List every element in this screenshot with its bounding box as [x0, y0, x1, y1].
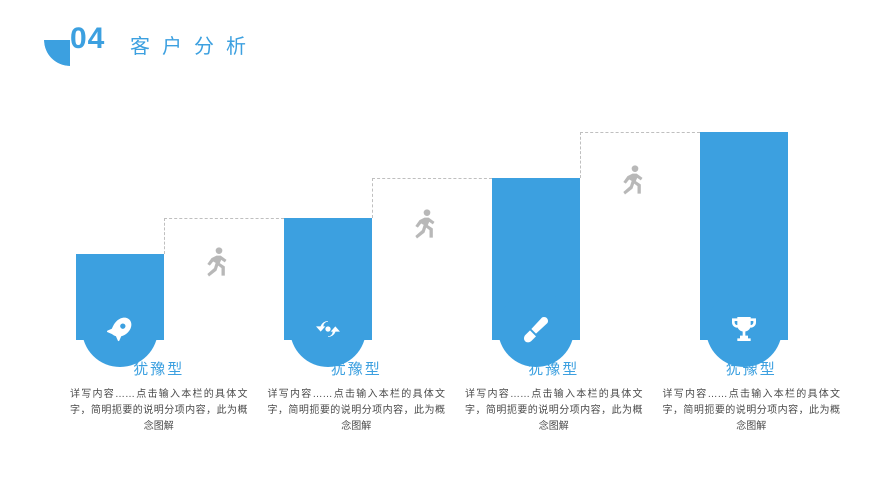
label-desc-3: 详写内容……点击输入本栏的具体文字，简明扼要的说明分项内容，此为概念图解 — [465, 387, 643, 435]
label-desc-2: 详写内容……点击输入本栏的具体文字，简明扼要的说明分项内容，此为概念图解 — [268, 387, 446, 435]
labels-row: 犹豫型详写内容……点击输入本栏的具体文字，简明扼要的说明分项内容，此为概念图解犹… — [60, 358, 850, 435]
brush-icon — [520, 313, 552, 345]
connector-vertical-1 — [164, 218, 165, 254]
connector-vertical-3 — [580, 132, 581, 178]
connector-vertical-2 — [372, 178, 373, 218]
label-column-2: 犹豫型详写内容……点击输入本栏的具体文字，简明扼要的说明分项内容，此为概念图解 — [258, 358, 456, 435]
label-column-1: 犹豫型详写内容……点击输入本栏的具体文字，简明扼要的说明分项内容，此为概念图解 — [60, 358, 258, 435]
section-title: 客户分析 — [130, 30, 258, 59]
step-chart — [66, 120, 836, 340]
runner-icon-1 — [194, 244, 234, 284]
rocket-icon — [104, 313, 136, 345]
label-title-4: 犹豫型 — [663, 358, 841, 379]
label-desc-4: 详写内容……点击输入本栏的具体文字，简明扼要的说明分项内容，此为概念图解 — [663, 387, 841, 435]
step-circle-1 — [82, 291, 158, 367]
label-title-1: 犹豫型 — [70, 358, 248, 379]
connector-horizontal-3 — [580, 132, 700, 133]
label-column-4: 犹豫型详写内容……点击输入本栏的具体文字，简明扼要的说明分项内容，此为概念图解 — [653, 358, 851, 435]
step-circle-3 — [498, 291, 574, 367]
step-circle-2 — [290, 291, 366, 367]
runner-icon-3 — [610, 162, 650, 202]
label-title-2: 犹豫型 — [268, 358, 446, 379]
sync-icon — [312, 313, 344, 345]
label-title-3: 犹豫型 — [465, 358, 643, 379]
connector-horizontal-2 — [372, 178, 492, 179]
connector-horizontal-1 — [164, 218, 284, 219]
trophy-icon — [728, 313, 760, 345]
step-circle-4 — [706, 291, 782, 367]
section-number: 04 — [70, 22, 105, 56]
label-desc-1: 详写内容……点击输入本栏的具体文字，简明扼要的说明分项内容，此为概念图解 — [70, 387, 248, 435]
runner-icon-2 — [402, 206, 442, 246]
label-column-3: 犹豫型详写内容……点击输入本栏的具体文字，简明扼要的说明分项内容，此为概念图解 — [455, 358, 653, 435]
